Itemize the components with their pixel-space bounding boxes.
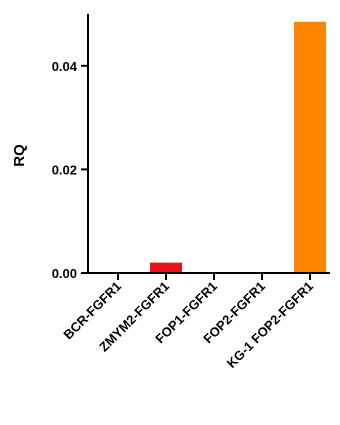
y-axis-ticks: 0.00 0.02 0.04 <box>52 59 88 281</box>
y-tick-label-1: 0.02 <box>52 162 77 177</box>
y-tick-label-0: 0.00 <box>52 266 77 281</box>
y-axis-title: RQ <box>11 144 28 167</box>
x-tick-label-4: KG-1 FOP2-FGFR1 <box>224 279 316 371</box>
bar-4 <box>294 21 326 273</box>
x-axis-ticks: BCR-FGFR1ZMYM2-FGFR1FOP1-FGFR1FOP2-FGFR1… <box>60 273 316 371</box>
y-tick-label-2: 0.04 <box>52 59 78 74</box>
bars-group <box>150 21 326 273</box>
bar-1 <box>150 262 182 273</box>
